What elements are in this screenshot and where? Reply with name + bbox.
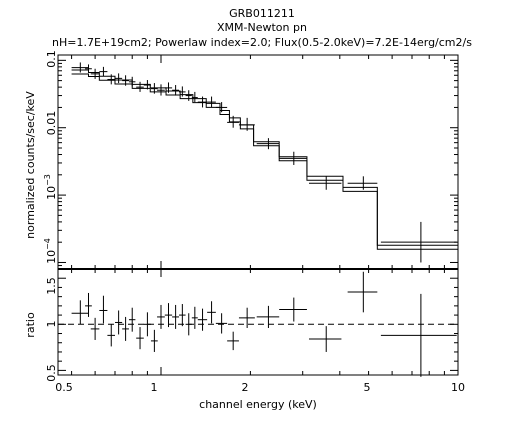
spectrum-point-26	[380, 221, 457, 263]
spectrum-point-12	[164, 82, 173, 93]
ratio-point-22	[256, 305, 280, 328]
top-model-histogram	[71, 69, 458, 250]
ratio-point-1	[85, 292, 92, 317]
ratio-point-15	[185, 313, 192, 336]
spectrum-point-22	[256, 138, 280, 150]
model-step-line	[71, 69, 458, 246]
ratio-point-25	[347, 271, 378, 313]
top-data-points	[71, 62, 457, 263]
ratio-point-5	[114, 310, 123, 335]
top-ylabel: normalized counts/sec/keV	[24, 91, 37, 239]
ratio-ytick-label-1: 1	[45, 321, 58, 328]
xtick-label-0p5: 0.5	[55, 381, 73, 394]
ratio-point-14	[179, 304, 186, 327]
spectrum-point-6	[122, 75, 129, 86]
spectrum-point-11	[157, 84, 165, 96]
ratio-point-0	[71, 300, 89, 325]
spectrum-point-16	[191, 91, 198, 103]
bottom-ylabel: ratio	[24, 312, 37, 338]
xlabel: channel energy (keV)	[199, 398, 317, 411]
model-step-line-offset	[71, 73, 458, 250]
spectrum-point-20	[227, 115, 239, 128]
ratio-point-13	[172, 304, 180, 329]
spectrum-point-24	[308, 176, 342, 190]
spectrum-point-17	[197, 96, 208, 108]
ytick-label-1e-3: 10−3	[43, 174, 58, 200]
ratio-point-3	[99, 295, 108, 324]
spectrum-point-2	[90, 68, 100, 79]
spectrum-point-0	[71, 62, 89, 73]
spectrum-point-7	[128, 76, 136, 87]
spectrum-point-19	[215, 102, 228, 113]
ratio-ytick-label-0p5: 0.5	[45, 364, 58, 382]
xtick-label-2: 2	[242, 381, 249, 394]
spectrum-point-3	[99, 66, 108, 77]
ratio-data-points	[71, 271, 457, 377]
ytick-label-1e-4: 10−4	[43, 238, 58, 264]
ratio-point-19	[215, 313, 228, 334]
spectrum-point-13	[172, 85, 180, 96]
ratio-point-8	[136, 327, 144, 350]
ratio-point-9	[143, 312, 151, 337]
spectrum-point-1	[85, 64, 92, 73]
ratio-point-10	[150, 329, 158, 352]
top-panel-ticks	[58, 55, 459, 269]
spectrum-point-10	[150, 83, 158, 94]
ratio-point-2	[90, 317, 100, 340]
ratio-point-17	[197, 308, 208, 331]
chart-title: GRB011211	[229, 7, 295, 20]
spectrum-point-9	[143, 80, 151, 90]
chart-annotation: nH=1.7E+19cm2; Powerlaw index=2.0; Flux(…	[52, 36, 472, 49]
ratio-point-20	[227, 331, 239, 351]
spectrum-point-21	[238, 117, 255, 131]
ratio-point-11	[157, 304, 165, 329]
ytick-label-0p1: 0.1	[45, 50, 58, 68]
ratio-point-16	[191, 306, 198, 329]
spectrum-point-14	[179, 86, 186, 97]
ratio-point-18	[207, 301, 216, 324]
spectrum-point-25	[347, 176, 378, 190]
spectrum-point-18	[207, 96, 216, 108]
spectrum-point-23	[279, 151, 307, 165]
spectrum-point-4	[107, 74, 115, 85]
spectrum-point-5	[114, 73, 123, 84]
ratio-point-12	[164, 303, 173, 328]
xtick-label-10: 10	[451, 381, 465, 394]
ratio-point-6	[122, 316, 129, 341]
chart-subtitle: XMM-Newton pn	[217, 21, 307, 34]
bottom-panel-ticks	[58, 269, 459, 375]
xtick-label-5: 5	[364, 381, 371, 394]
ratio-point-7	[128, 307, 136, 332]
spectrum-point-8	[136, 81, 144, 92]
ratio-point-24	[308, 326, 342, 352]
spectrum-point-15	[185, 90, 192, 101]
ratio-point-21	[238, 307, 255, 328]
ratio-point-26	[380, 293, 457, 377]
ratio-ytick-label-1p5: 1.5	[45, 277, 58, 295]
top-panel-frame	[57, 54, 459, 270]
xtick-label-1: 1	[151, 381, 158, 394]
ytick-label-0p01: 0.01	[45, 111, 58, 136]
ratio-point-23	[279, 297, 307, 322]
ratio-point-4	[107, 324, 115, 347]
